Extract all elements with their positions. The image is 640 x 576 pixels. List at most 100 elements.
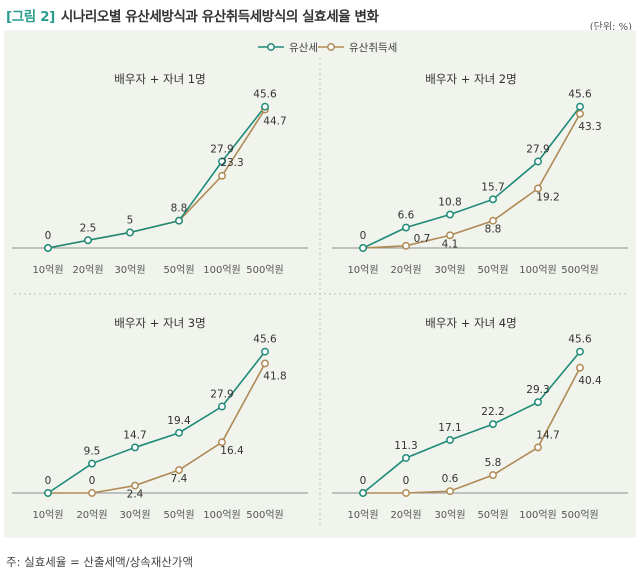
- figure-title: 시나리오별 유산세방식과 유산취득세방식의 실효세율 변화: [60, 9, 379, 25]
- chart2-label-inheritance-5: 27.9: [526, 144, 549, 156]
- figure-label: [그림 2]: [6, 9, 55, 25]
- chart2-label-inheritance-2: 6.6: [398, 210, 415, 222]
- chart4-label-inheritance-2: 11.3: [394, 440, 417, 452]
- chart3-point-acquisition-3: [131, 481, 139, 490]
- chart3-tick-6: 500억원: [246, 509, 284, 521]
- chart2-label-acquisition-4: 8.8: [485, 224, 502, 236]
- chart2-tick-6: 500억원: [561, 264, 599, 276]
- legend-marker-2: [327, 43, 335, 51]
- chart1-point-inheritance-5: [218, 157, 226, 166]
- chart2-point-inheritance-2: [402, 223, 410, 232]
- chart3-label-acquisition-5: 16.4: [220, 445, 244, 457]
- chart2-tick-3: 30억원: [434, 264, 465, 276]
- chart3-label-acquisition-2: 0: [89, 475, 96, 487]
- chart1-label-inheritance-3: 5: [127, 215, 134, 227]
- chart4-label-acquisition-3: 0.6: [442, 473, 459, 485]
- chart3-tick-3: 30억원: [119, 509, 150, 521]
- chart2-label-inheritance-4: 15.7: [481, 181, 504, 193]
- chart3-label-acquisition-3: 2.4: [127, 489, 144, 501]
- chart1-tick-6: 500억원: [246, 264, 284, 276]
- chart1-label-acquisition-6: 44.7: [263, 115, 286, 127]
- chart2-line-acquisition-tax: [362, 113, 581, 249]
- chart1-point-inheritance-3: [126, 228, 134, 237]
- chart2-line-inheritance-tax: [362, 106, 581, 249]
- chart1-point-acquisition-5: [218, 171, 226, 180]
- chart1-tick-4: 50억원: [163, 264, 194, 276]
- chart3-point-inheritance-3: [131, 443, 139, 452]
- chart4-point-acquisition-3: [446, 487, 454, 496]
- chart1-point-inheritance-4: [175, 216, 183, 225]
- chart1-label-inheritance-2: 2.5: [80, 222, 97, 234]
- chart1-point-inheritance-1: [44, 244, 52, 252]
- chart4-tick-3: 30억원: [434, 509, 465, 521]
- chart1-tick-3: 30억원: [114, 264, 145, 276]
- chart2-tick-2: 20억원: [390, 264, 421, 276]
- chart3-label-inheritance-3: 14.7: [123, 429, 146, 441]
- chart4-title: 배우자 + 자녀 4명: [425, 316, 516, 330]
- chart4-point-inheritance-1: [359, 489, 367, 497]
- chart4-tick-2: 20억원: [390, 509, 421, 521]
- chart2-point-acquisition-5: [534, 184, 542, 193]
- chart1-point-inheritance-2: [84, 236, 92, 245]
- chart3-point-acquisition-6: [261, 359, 269, 368]
- chart4-point-acquisition-6: [576, 363, 584, 372]
- footnote: 주: 실효세율 = 산출세액/상속재산가액: [6, 555, 194, 569]
- legend-marker-1: [267, 43, 275, 51]
- chart1-title: 배우자 + 자녀 1명: [114, 72, 205, 86]
- chart3-point-inheritance-1: [44, 489, 52, 497]
- chart4-label-inheritance-1: 0: [360, 475, 367, 487]
- legend-label-2: 유산취득세: [349, 42, 397, 54]
- chart1-tick-1: 10억원: [32, 264, 63, 276]
- chart2-label-acquisition-3: 4.1: [442, 238, 459, 250]
- chart-title: [그림 2] 시나리오별 유산세방식과 유산취득세방식의 실효세율 변화: [6, 5, 379, 25]
- chart2-label-acquisition-5: 19.2: [536, 191, 559, 203]
- chart1-tick-5: 100억원: [203, 264, 241, 276]
- chart3-point-inheritance-2: [88, 459, 96, 468]
- legend-label-1: 유산세: [289, 42, 318, 54]
- chart4-point-inheritance-2: [402, 454, 410, 462]
- chart3-point-inheritance-5: [218, 402, 226, 411]
- chart3-line-acquisition-tax: [48, 363, 266, 494]
- chart1-label-inheritance-4: 8.8: [171, 203, 188, 215]
- chart2-label-inheritance-6: 45.6: [568, 89, 592, 101]
- chart2-tick-4: 50억원: [477, 264, 508, 276]
- chart4-point-inheritance-6: [576, 347, 584, 356]
- chart2-point-acquisition-2: [402, 241, 410, 250]
- chart2-title: 배우자 + 자녀 2명: [425, 72, 516, 86]
- chart2-label-acquisition-2: 0.7: [414, 233, 431, 245]
- chart2-point-inheritance-3: [446, 210, 454, 219]
- chart3-tick-1: 10억원: [32, 509, 63, 521]
- chart3-tick-5: 100억원: [203, 509, 241, 521]
- chart3-label-inheritance-6: 45.6: [253, 334, 277, 346]
- chart1-point-inheritance-6: [261, 102, 269, 111]
- chart2-point-inheritance-1: [359, 244, 367, 252]
- chart3-label-inheritance-4: 19.4: [167, 415, 191, 427]
- chart4-label-acquisition-5: 14.7: [536, 429, 559, 441]
- chart2-label-inheritance-1: 0: [360, 230, 367, 242]
- chart4-label-inheritance-5: 29.3: [526, 384, 549, 396]
- chart1-label-inheritance-6: 45.6: [253, 89, 277, 101]
- chart4-point-acquisition-5: [534, 443, 542, 452]
- chart4-point-inheritance-3: [446, 436, 454, 444]
- chart4-point-inheritance-4: [489, 420, 497, 429]
- chart3-label-inheritance-2: 9.5: [84, 446, 101, 458]
- chart3-line-inheritance-tax: [47, 351, 266, 494]
- chart3-point-inheritance-4: [175, 428, 183, 437]
- chart1-line-inheritance-tax: [47, 106, 266, 249]
- chart4-label-acquisition-4: 5.8: [485, 457, 502, 469]
- chart3-title: 배우자 + 자녀 3명: [114, 316, 205, 330]
- chart2-point-inheritance-6: [576, 102, 584, 111]
- chart4-tick-5: 100억원: [519, 509, 557, 521]
- chart4-label-inheritance-4: 22.2: [481, 406, 504, 418]
- chart4-tick-1: 10억원: [347, 509, 378, 521]
- chart2-point-acquisition-3: [446, 231, 454, 240]
- chart4-point-inheritance-5: [534, 398, 542, 407]
- chart3-label-inheritance-1: 0: [45, 475, 52, 487]
- chart2-label-acquisition-6: 43.3: [578, 121, 601, 133]
- chart3-point-inheritance-6: [261, 347, 269, 356]
- chart1-label-inheritance-5: 27.9: [210, 144, 233, 156]
- chart3-tick-2: 20억원: [76, 509, 107, 521]
- chart4-point-acquisition-4: [489, 471, 497, 479]
- chart4-point-acquisition-2: [402, 489, 410, 497]
